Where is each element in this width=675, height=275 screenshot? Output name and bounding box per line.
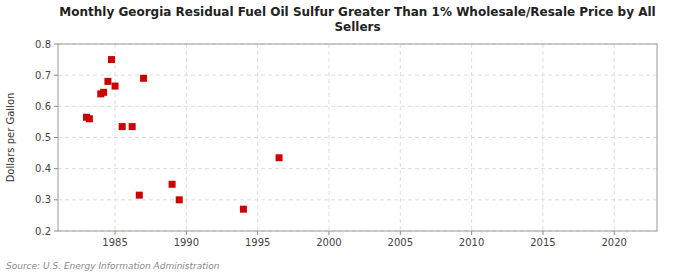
tick <box>54 44 58 45</box>
source: Source: U.S. Energy Information Administ… <box>6 261 220 271</box>
point <box>104 78 111 85</box>
tick <box>54 137 58 138</box>
tick <box>257 231 258 235</box>
grid-line <box>542 44 543 231</box>
points <box>83 56 283 213</box>
grid-line <box>115 44 116 231</box>
tick <box>400 231 401 235</box>
tick-label: 0.4 <box>35 163 51 174</box>
point <box>129 123 136 130</box>
point <box>86 115 93 122</box>
tick-label: 1985 <box>102 237 127 248</box>
grid-line <box>58 199 657 200</box>
point <box>276 154 283 161</box>
grid <box>58 44 657 231</box>
tick <box>54 199 58 200</box>
tick-label: 2020 <box>601 237 626 248</box>
tick-label: 2000 <box>316 237 341 248</box>
tick <box>186 231 187 235</box>
grid-line <box>58 137 657 138</box>
tick-label: 0.8 <box>35 39 51 50</box>
point <box>136 192 143 199</box>
point <box>140 75 147 82</box>
grid-line <box>186 44 187 231</box>
tick-label: 1995 <box>245 237 270 248</box>
tick-label: 1990 <box>174 237 199 248</box>
point <box>119 123 126 130</box>
tick-label: 2015 <box>530 237 555 248</box>
tick <box>54 231 58 232</box>
tick-label: 2010 <box>459 237 484 248</box>
title-line: Monthly Georgia Residual Fuel Oil Sulfur… <box>59 5 655 19</box>
grid-line <box>328 44 329 231</box>
title-line: Sellers <box>334 20 380 34</box>
chart: Monthly Georgia Residual Fuel Oil Sulfur… <box>0 0 675 275</box>
axes: 0.2 0.3 0.4 0.5 0.6 0.7 0.8 1985 1990 1995 2000 200… <box>35 39 657 249</box>
tick-label: 0.3 <box>35 194 51 205</box>
grid-line <box>471 44 472 231</box>
point <box>100 89 107 96</box>
tick <box>471 231 472 235</box>
title: Monthly Georgia Residual Fuel Oil Sulfur… <box>59 5 655 34</box>
tick-label: 0.7 <box>35 70 51 81</box>
tick <box>614 231 615 235</box>
point <box>176 196 183 203</box>
tick-label: 0.6 <box>35 101 51 112</box>
grid-line <box>614 44 615 231</box>
tick-label: 2005 <box>388 237 413 248</box>
plot-frame <box>58 44 657 231</box>
tick <box>54 106 58 107</box>
point <box>112 83 119 90</box>
tick-label: 0.5 <box>35 132 51 143</box>
point <box>108 56 115 63</box>
point <box>240 206 247 213</box>
y-axis-label: Dollars per Gallon <box>5 93 16 183</box>
grid-line <box>400 44 401 231</box>
tick <box>54 168 58 169</box>
point <box>169 181 176 188</box>
grid-line <box>257 44 258 231</box>
tick <box>54 75 58 76</box>
grid-line <box>58 106 657 107</box>
tick <box>115 231 116 235</box>
tick <box>542 231 543 235</box>
grid-line <box>58 75 657 76</box>
tick-label: 0.2 <box>35 226 51 237</box>
grid-line <box>58 168 657 169</box>
tick <box>328 231 329 235</box>
